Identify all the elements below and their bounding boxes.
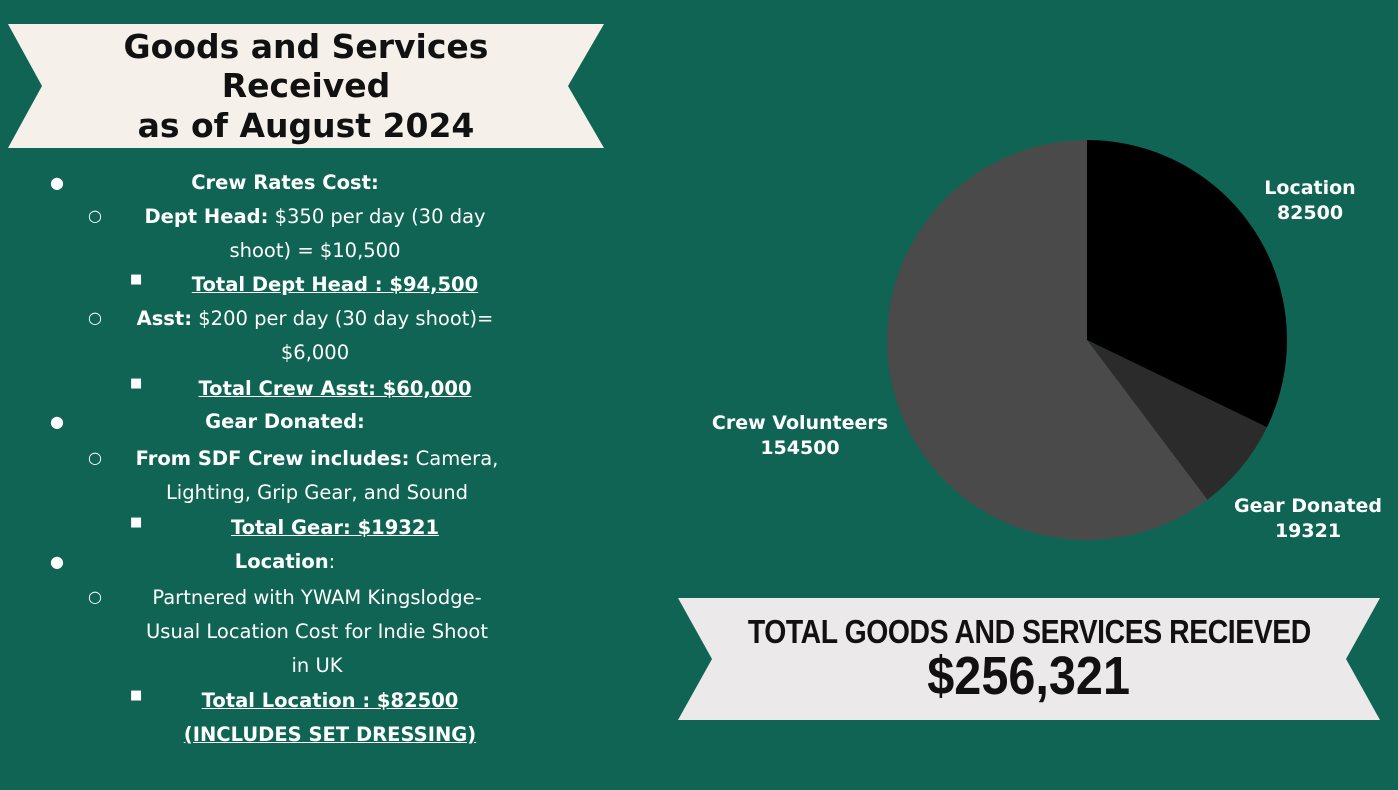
- location-line1: Partnered with YWAM Kingslodge-: [152, 586, 482, 609]
- page-title: Goods and Services Received as of August…: [8, 24, 604, 148]
- dept-head-label: Dept Head:: [144, 205, 269, 228]
- pie-slice-location: [1087, 140, 1287, 428]
- title-banner: Goods and Services Received as of August…: [8, 24, 604, 148]
- pie-label-crew-value: 154500: [760, 437, 840, 459]
- pie-label-location-name: Location: [1264, 177, 1356, 199]
- gear-heading: Gear Donated:: [205, 410, 365, 433]
- pie-label-gear: Gear Donated 19321: [1222, 494, 1394, 544]
- total-value: $256,321: [927, 646, 1131, 707]
- location-total-line1: Total Location : $82500: [201, 689, 459, 712]
- pie-label-location-value: 82500: [1276, 202, 1344, 224]
- page-title-line1: Goods and Services Received: [123, 26, 489, 106]
- total-banner: TOTAL GOODS AND SERVICES RECIEVED $256,3…: [678, 598, 1380, 720]
- crew-heading: Crew Rates Cost:: [191, 171, 379, 194]
- bullet-disc-icon: ●: [50, 412, 64, 431]
- dept-head-text: $350 per day (30 day: [274, 205, 486, 228]
- bullet-square-icon: ■: [130, 515, 143, 530]
- pie-label-gear-value: 19321: [1274, 520, 1342, 542]
- total-banner-shape: [678, 598, 1380, 720]
- location-heading-label: Location: [234, 550, 329, 573]
- sdf-label: From SDF Crew includes:: [135, 447, 410, 470]
- asst-line2: $6,000: [280, 341, 350, 364]
- dept-head-line2: shoot) = $10,500: [229, 239, 401, 262]
- location-line2: Usual Location Cost for Indie Shoot: [146, 620, 488, 643]
- sdf-line2: Lighting, Grip Gear, and Sound: [165, 481, 469, 504]
- gear-total: Total Gear: $19321: [230, 516, 440, 539]
- asst-total: Total Crew Asst: $60,000: [198, 377, 472, 400]
- bullet-circle-icon: ○: [88, 448, 102, 467]
- location-line3: in UK: [291, 654, 343, 677]
- bullet-circle-icon: ○: [88, 308, 102, 327]
- dept-head-line1: Dept Head: $350 per day (30 day: [120, 200, 510, 234]
- asst-line1: Asst: $200 per day (30 day shoot)=: [120, 302, 510, 336]
- bullet-square-icon: ■: [130, 376, 143, 391]
- pie-label-crew-name: Crew Volunteers: [711, 412, 889, 434]
- location-total-line2: (INCLUDES SET DRESSING): [183, 723, 477, 746]
- bullet-circle-icon: ○: [88, 587, 102, 606]
- location-heading: Location:: [100, 545, 470, 579]
- asst-label: Asst:: [136, 307, 193, 330]
- pie-label-location: Location 82500: [1240, 176, 1380, 226]
- page-title-line2: as of August 2024: [137, 105, 475, 145]
- pie-slice-crew-volunteers: [886, 140, 1208, 540]
- location-heading-suffix: :: [328, 550, 336, 573]
- pie-slice-gear-donated: [1087, 340, 1267, 500]
- bullet-disc-icon: ●: [50, 173, 64, 192]
- title-banner-shape: [8, 24, 604, 148]
- dept-head-total: Total Dept Head : $94,500: [191, 273, 479, 296]
- pie-label-crew: Crew Volunteers 154500: [700, 411, 900, 461]
- bullet-circle-icon: ○: [88, 206, 102, 225]
- bullet-square-icon: ■: [130, 272, 143, 287]
- sdf-text: Camera,: [415, 447, 499, 470]
- total-label: TOTAL GOODS AND SERVICES RECIEVED: [747, 612, 1311, 650]
- asst-text: $200 per day (30 day shoot)=: [198, 307, 494, 330]
- pie-label-gear-name: Gear Donated: [1233, 495, 1383, 517]
- bullet-disc-icon: ●: [50, 552, 64, 571]
- bullet-square-icon: ■: [130, 688, 143, 703]
- total-block: TOTAL GOODS AND SERVICES RECIEVED $256,3…: [678, 598, 1380, 720]
- sdf-line1: From SDF Crew includes: Camera,: [112, 442, 522, 476]
